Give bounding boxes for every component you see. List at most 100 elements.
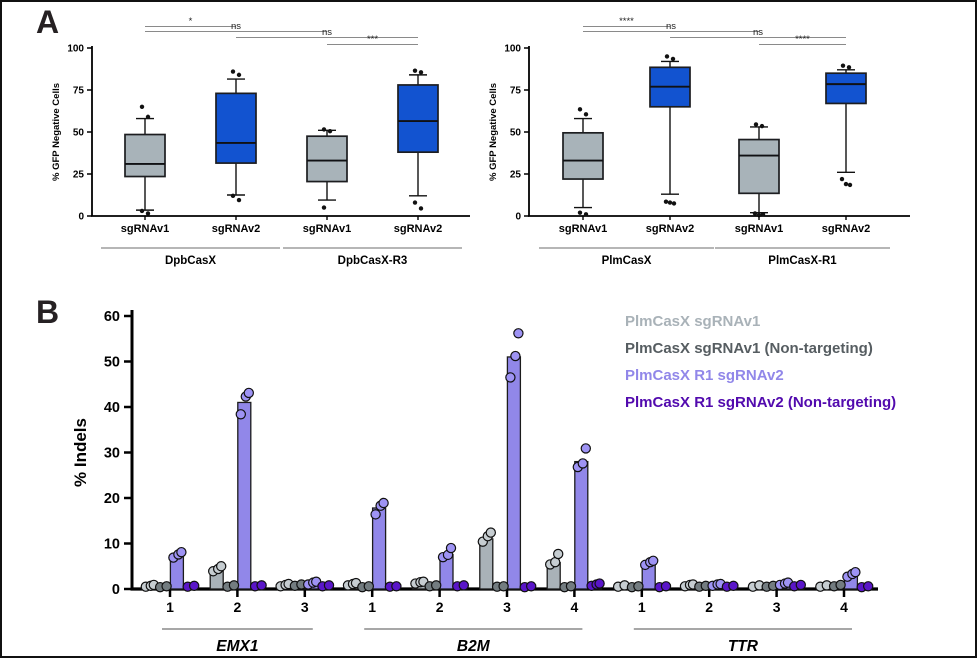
- gene-label: TTR: [728, 638, 759, 655]
- box: [215, 92, 257, 164]
- y-tick-label: 40: [104, 400, 120, 416]
- y-tick-label: 50: [104, 355, 120, 371]
- data-point: [580, 443, 592, 454]
- outlier-dot: [847, 182, 853, 188]
- group-label: PlmCasX: [602, 255, 652, 267]
- data-point: [505, 372, 516, 383]
- data-point: [594, 578, 605, 589]
- boxplot-box: [124, 104, 166, 216]
- bar: [506, 356, 522, 590]
- gene-label: B2M: [457, 638, 491, 655]
- data-point: [176, 546, 187, 558]
- data-point: [378, 497, 389, 509]
- box: [825, 72, 867, 105]
- legend-item-plmcasx-r1-sgrnav2: PlmCasX R1 sgRNAv2: [625, 367, 784, 384]
- boxplot-box: [306, 127, 348, 210]
- y-axis-title: % Indels: [71, 418, 90, 487]
- category-label: sgRNAv2: [646, 223, 695, 235]
- boxplot-box: [825, 63, 867, 188]
- group-label: DpbCasX-R3: [338, 255, 408, 267]
- y-tick-label: 25: [510, 170, 522, 181]
- bar-group: [815, 566, 874, 593]
- outlier-dot: [418, 70, 424, 75]
- outlier-dot: [327, 128, 333, 134]
- box: [124, 133, 166, 178]
- legend-item-plmcasx-sgrnav1: PlmCasX sgRNAv1: [625, 313, 761, 330]
- data-point: [863, 581, 874, 592]
- outlier-dot: [577, 210, 583, 215]
- category-label: sgRNAv1: [303, 223, 352, 235]
- outlier-dot: [139, 208, 145, 214]
- outlier-dot: [139, 104, 145, 110]
- x-tick-label: 2: [234, 599, 242, 615]
- data-point: [370, 509, 381, 520]
- significance-label: ns: [666, 21, 676, 32]
- data-point: [243, 387, 254, 399]
- outlier-dot: [846, 65, 852, 70]
- data-point: [498, 581, 509, 592]
- data-point: [391, 581, 402, 592]
- data-point: [526, 581, 537, 592]
- outlier-dot: [663, 199, 669, 204]
- data-point: [835, 579, 846, 591]
- outlier-dot: [145, 211, 151, 216]
- boxplot-box: [738, 122, 780, 218]
- x-tick-label: 2: [436, 599, 444, 615]
- bar-group: [275, 576, 335, 592]
- box: [738, 138, 780, 195]
- outlier-dot: [670, 56, 676, 62]
- bar-group: [140, 546, 200, 593]
- data-point: [553, 548, 564, 560]
- x-tick-label: 2: [705, 599, 713, 615]
- data-point: [728, 580, 739, 592]
- y-tick-label: 0: [78, 212, 84, 223]
- box: [562, 131, 604, 180]
- legend-item-plmcasx-sgrnav1-nt: PlmCasX sgRNAv1 (Non-targeting): [625, 340, 873, 357]
- bar-group: [207, 387, 267, 592]
- outlier-dot: [583, 112, 589, 117]
- outlier-dot: [145, 114, 151, 120]
- x-tick-label: 3: [503, 599, 511, 615]
- y-tick-label: 60: [104, 309, 120, 325]
- box: [306, 135, 348, 183]
- data-point: [577, 458, 589, 469]
- data-point: [458, 580, 469, 591]
- significance-label: ns: [753, 27, 763, 38]
- y-tick-label: 75: [510, 86, 522, 97]
- y-tick-label: 100: [504, 44, 521, 55]
- y-tick-label: 10: [104, 537, 120, 553]
- data-point: [256, 580, 267, 591]
- bar-group: [747, 577, 807, 592]
- category-label: sgRNAv2: [212, 223, 261, 235]
- boxplot-box: [215, 69, 257, 203]
- outlier-dot: [759, 123, 765, 129]
- gene-label: EMX1: [216, 638, 258, 655]
- y-tick-label: 20: [104, 491, 120, 507]
- bar-group: [410, 542, 469, 592]
- outlier-dot: [236, 197, 242, 203]
- significance-label: *: [189, 16, 193, 27]
- outlier-dot: [418, 206, 424, 211]
- data-point: [513, 328, 524, 339]
- bar-group: [477, 328, 537, 593]
- data-point: [188, 580, 200, 592]
- bar-group: [679, 578, 739, 592]
- data-point: [228, 580, 240, 591]
- data-point: [445, 542, 457, 554]
- outlier-dot: [840, 63, 846, 68]
- y-tick-label: 50: [510, 128, 522, 139]
- significance-label: ns: [322, 27, 332, 38]
- outlier-dot: [843, 181, 849, 187]
- x-tick-label: 3: [773, 599, 781, 615]
- y-axis-title: % GFP Negative Cells: [51, 83, 62, 181]
- group-label: DpbCasX: [165, 255, 216, 267]
- category-label: sgRNAv1: [735, 223, 784, 235]
- outlier-dot: [752, 211, 758, 216]
- boxplot-dpbcasx: 0 25 50 75 100 % GFP Negative Cells sgRNAv1 sgR…: [51, 16, 470, 267]
- bar: [574, 460, 589, 590]
- outlier-dot: [671, 201, 677, 206]
- category-label: sgRNAv1: [121, 223, 170, 235]
- category-label: sgRNAv1: [559, 223, 608, 235]
- category-label: sgRNAv2: [394, 223, 443, 235]
